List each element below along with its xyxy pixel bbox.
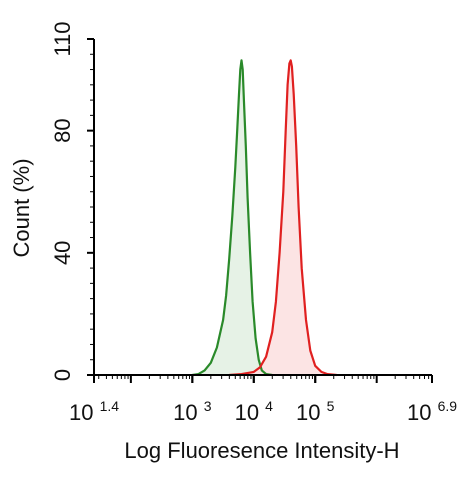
x-tick-label: 10 4 [235, 398, 274, 425]
series-areas [192, 60, 337, 376]
x-tick-label: 10 6.9 [407, 398, 457, 425]
y-tick-label: 110 [50, 21, 75, 56]
x-tick-label: 10 1.4 [69, 398, 119, 425]
series-2-line [229, 59, 337, 377]
y-axis-label: Count (%) [9, 158, 34, 257]
series-1-line [192, 59, 273, 377]
tick-labels: 0 40 80 110 10 1.4 10 3 10 4 10 5 10 6.9 [50, 21, 457, 425]
tick-marks [87, 38, 433, 383]
x-tick-label: 10 3 [173, 398, 212, 425]
y-tick-label: 40 [50, 241, 75, 265]
y-tick-label: 0 [50, 369, 75, 381]
x-tick-label: 10 5 [296, 398, 335, 425]
series-lines [192, 59, 337, 377]
y-tick-label: 80 [50, 118, 75, 142]
axes [93, 39, 432, 376]
series-2-area [229, 60, 337, 376]
x-axis-label: Log Fluoresence Intensity-H [124, 438, 399, 463]
